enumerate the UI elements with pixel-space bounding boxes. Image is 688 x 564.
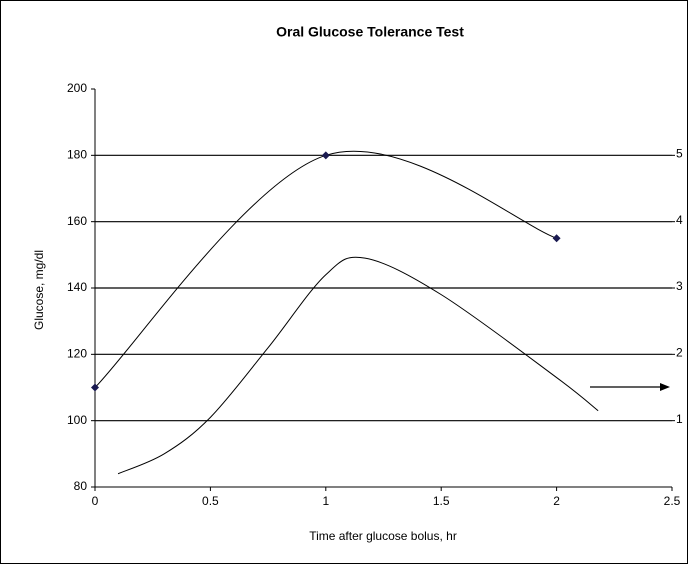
y-tick-label: 160 — [67, 214, 87, 228]
y2-tick-label: 3 — [676, 279, 683, 293]
annotation-arrowhead — [660, 383, 670, 391]
x-tick-label: 2.5 — [664, 494, 681, 508]
y-tick-label: 200 — [67, 81, 87, 95]
x-axis-label: Time after glucose bolus, hr — [309, 529, 457, 543]
y-tick-label: 180 — [67, 148, 87, 162]
x-tick-label: 1 — [322, 494, 329, 508]
y2-tick-label: 2 — [676, 346, 683, 360]
data-point — [91, 383, 99, 392]
x-tick-label: 2 — [553, 494, 560, 508]
y-tick-label: 140 — [67, 280, 87, 294]
x-tick-label: 0 — [92, 494, 99, 508]
x-tick-label: 1.5 — [433, 494, 450, 508]
y2-tick-label: 5 — [676, 147, 683, 161]
y2-tick-label: 1 — [676, 412, 683, 426]
chart-title: Oral Glucose Tolerance Test — [276, 24, 464, 40]
data-point — [321, 151, 330, 160]
y-tick-label: 80 — [74, 479, 88, 493]
y-axis-label: Glucose, mg/dl — [32, 250, 46, 330]
y-tick-label: 100 — [67, 413, 87, 427]
y-tick-label: 120 — [67, 347, 87, 361]
y2-tick-label: 4 — [676, 213, 683, 227]
x-tick-label: 0.5 — [202, 494, 219, 508]
series-line — [117, 256, 599, 475]
data-point — [552, 234, 561, 243]
